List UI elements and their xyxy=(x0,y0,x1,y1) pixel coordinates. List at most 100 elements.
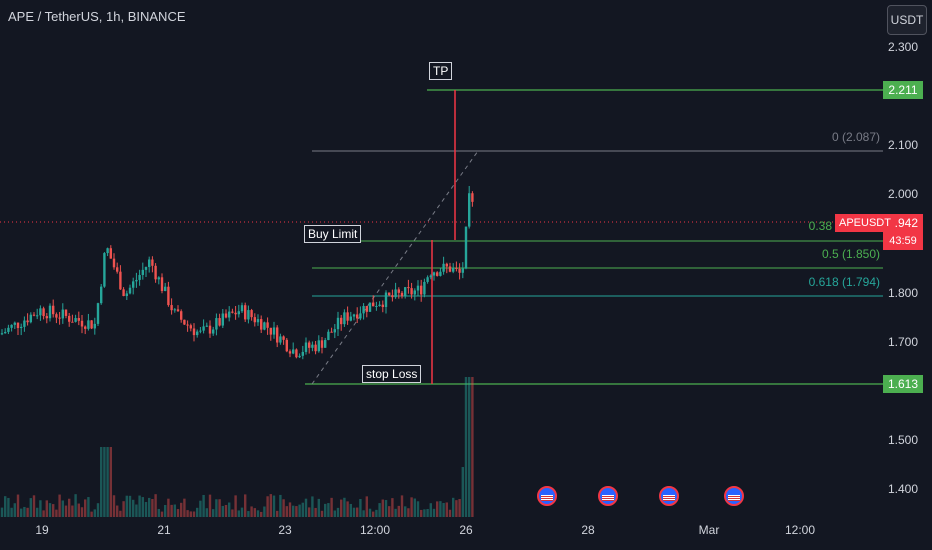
candle-body xyxy=(39,308,42,316)
volume-bar xyxy=(151,499,154,517)
volume-bar xyxy=(26,507,29,517)
candle-body xyxy=(205,325,208,327)
volume-bar xyxy=(164,504,167,517)
volume-bar xyxy=(420,509,423,517)
candle-body xyxy=(141,269,144,275)
candle-body xyxy=(266,322,269,328)
candle-body xyxy=(359,313,362,319)
candle-body xyxy=(125,293,128,297)
candle-body xyxy=(109,248,112,259)
volume-bar xyxy=(16,494,20,517)
volume-bar xyxy=(199,500,202,517)
volume-bar xyxy=(445,502,448,517)
volume-bar xyxy=(397,505,400,517)
candle-body xyxy=(240,305,244,312)
candle-body xyxy=(244,305,247,320)
volume-bar xyxy=(189,511,192,517)
volume-bar xyxy=(61,500,64,517)
candle-body xyxy=(64,309,68,316)
volume-bar xyxy=(13,503,16,517)
candle-body xyxy=(148,259,151,268)
candle-body xyxy=(234,312,237,315)
candle-body xyxy=(333,329,336,333)
y-tick: 2.000 xyxy=(888,187,919,201)
volume-bar xyxy=(410,497,413,517)
buy-limit-annotation[interactable]: Buy Limit xyxy=(304,225,362,243)
candle-body xyxy=(365,306,368,312)
x-tick: 23 xyxy=(278,523,292,537)
volume-bar xyxy=(208,494,212,517)
candle-body xyxy=(215,318,218,330)
candle-body xyxy=(196,331,199,336)
volume-bar xyxy=(311,496,314,517)
chart-title: APE / TetherUS, 1h, BINANCE xyxy=(8,9,186,24)
fib-label-0: 0 (2.087) xyxy=(831,130,880,144)
volume-bar xyxy=(461,467,464,517)
volume-bar xyxy=(205,508,208,517)
tp-annotation[interactable]: TP xyxy=(429,62,453,80)
volume-bar xyxy=(343,497,346,517)
volume-bar xyxy=(224,504,228,517)
volume-bar xyxy=(448,509,452,517)
candle-body xyxy=(282,336,285,340)
volume-bar xyxy=(260,511,263,517)
candle-body xyxy=(256,319,260,323)
volume-bar xyxy=(304,498,308,517)
stop-loss-annotation[interactable]: stop Loss xyxy=(362,365,422,383)
volume-bar xyxy=(116,505,119,517)
volume-bar xyxy=(301,502,304,517)
candle-body xyxy=(13,322,16,325)
candle-body xyxy=(132,281,135,288)
us-flag-icon[interactable] xyxy=(598,486,618,506)
fib-label-0382: 0.38 xyxy=(808,219,832,233)
volume-bar xyxy=(138,495,141,517)
volume-bar xyxy=(154,494,157,517)
candle-body xyxy=(317,340,320,352)
candle-body xyxy=(128,287,132,294)
volume-bar xyxy=(218,499,221,517)
volume-bar xyxy=(314,507,317,517)
us-flag-icon[interactable] xyxy=(537,486,557,506)
candle-body xyxy=(119,271,122,290)
candle-body xyxy=(407,287,410,289)
us-flag-icon[interactable] xyxy=(724,486,744,506)
candle-body xyxy=(167,286,170,306)
volume-bar xyxy=(80,507,84,517)
candle-body xyxy=(4,331,7,334)
volume-bar xyxy=(442,502,445,517)
volume-bar xyxy=(234,495,237,517)
volume-bar xyxy=(317,498,320,517)
candle-body xyxy=(224,313,228,318)
volume-bar xyxy=(439,501,442,517)
volume-bar xyxy=(237,510,240,517)
currency-button[interactable]: USDT xyxy=(887,5,927,35)
candle-body xyxy=(192,328,196,336)
candle-body xyxy=(304,342,308,352)
candle-body xyxy=(442,263,445,272)
volume-bars xyxy=(0,377,474,517)
volume-bar xyxy=(77,503,80,517)
candle-body xyxy=(237,311,240,315)
volume-bar xyxy=(128,495,132,517)
candle-body xyxy=(439,271,442,276)
candle-body xyxy=(269,327,272,335)
us-flag-icon[interactable] xyxy=(659,486,679,506)
candle-body xyxy=(0,333,4,335)
volume-bar xyxy=(228,502,231,517)
volume-bar xyxy=(464,377,468,517)
candle-body xyxy=(445,263,448,267)
candle-body xyxy=(458,268,461,273)
countdown-badge: 43:59 xyxy=(883,232,923,250)
volume-bar xyxy=(365,496,368,517)
candle-body xyxy=(404,287,407,297)
volume-bar xyxy=(372,511,375,517)
volume-bar xyxy=(55,509,58,517)
candle-body xyxy=(122,289,125,297)
candle-body xyxy=(96,303,100,324)
candle-body xyxy=(84,326,87,329)
volume-bar xyxy=(250,506,253,517)
volume-bar xyxy=(122,501,125,517)
volume-bar xyxy=(413,498,416,517)
fib-label-05: 0.5 (1.850) xyxy=(821,247,880,261)
